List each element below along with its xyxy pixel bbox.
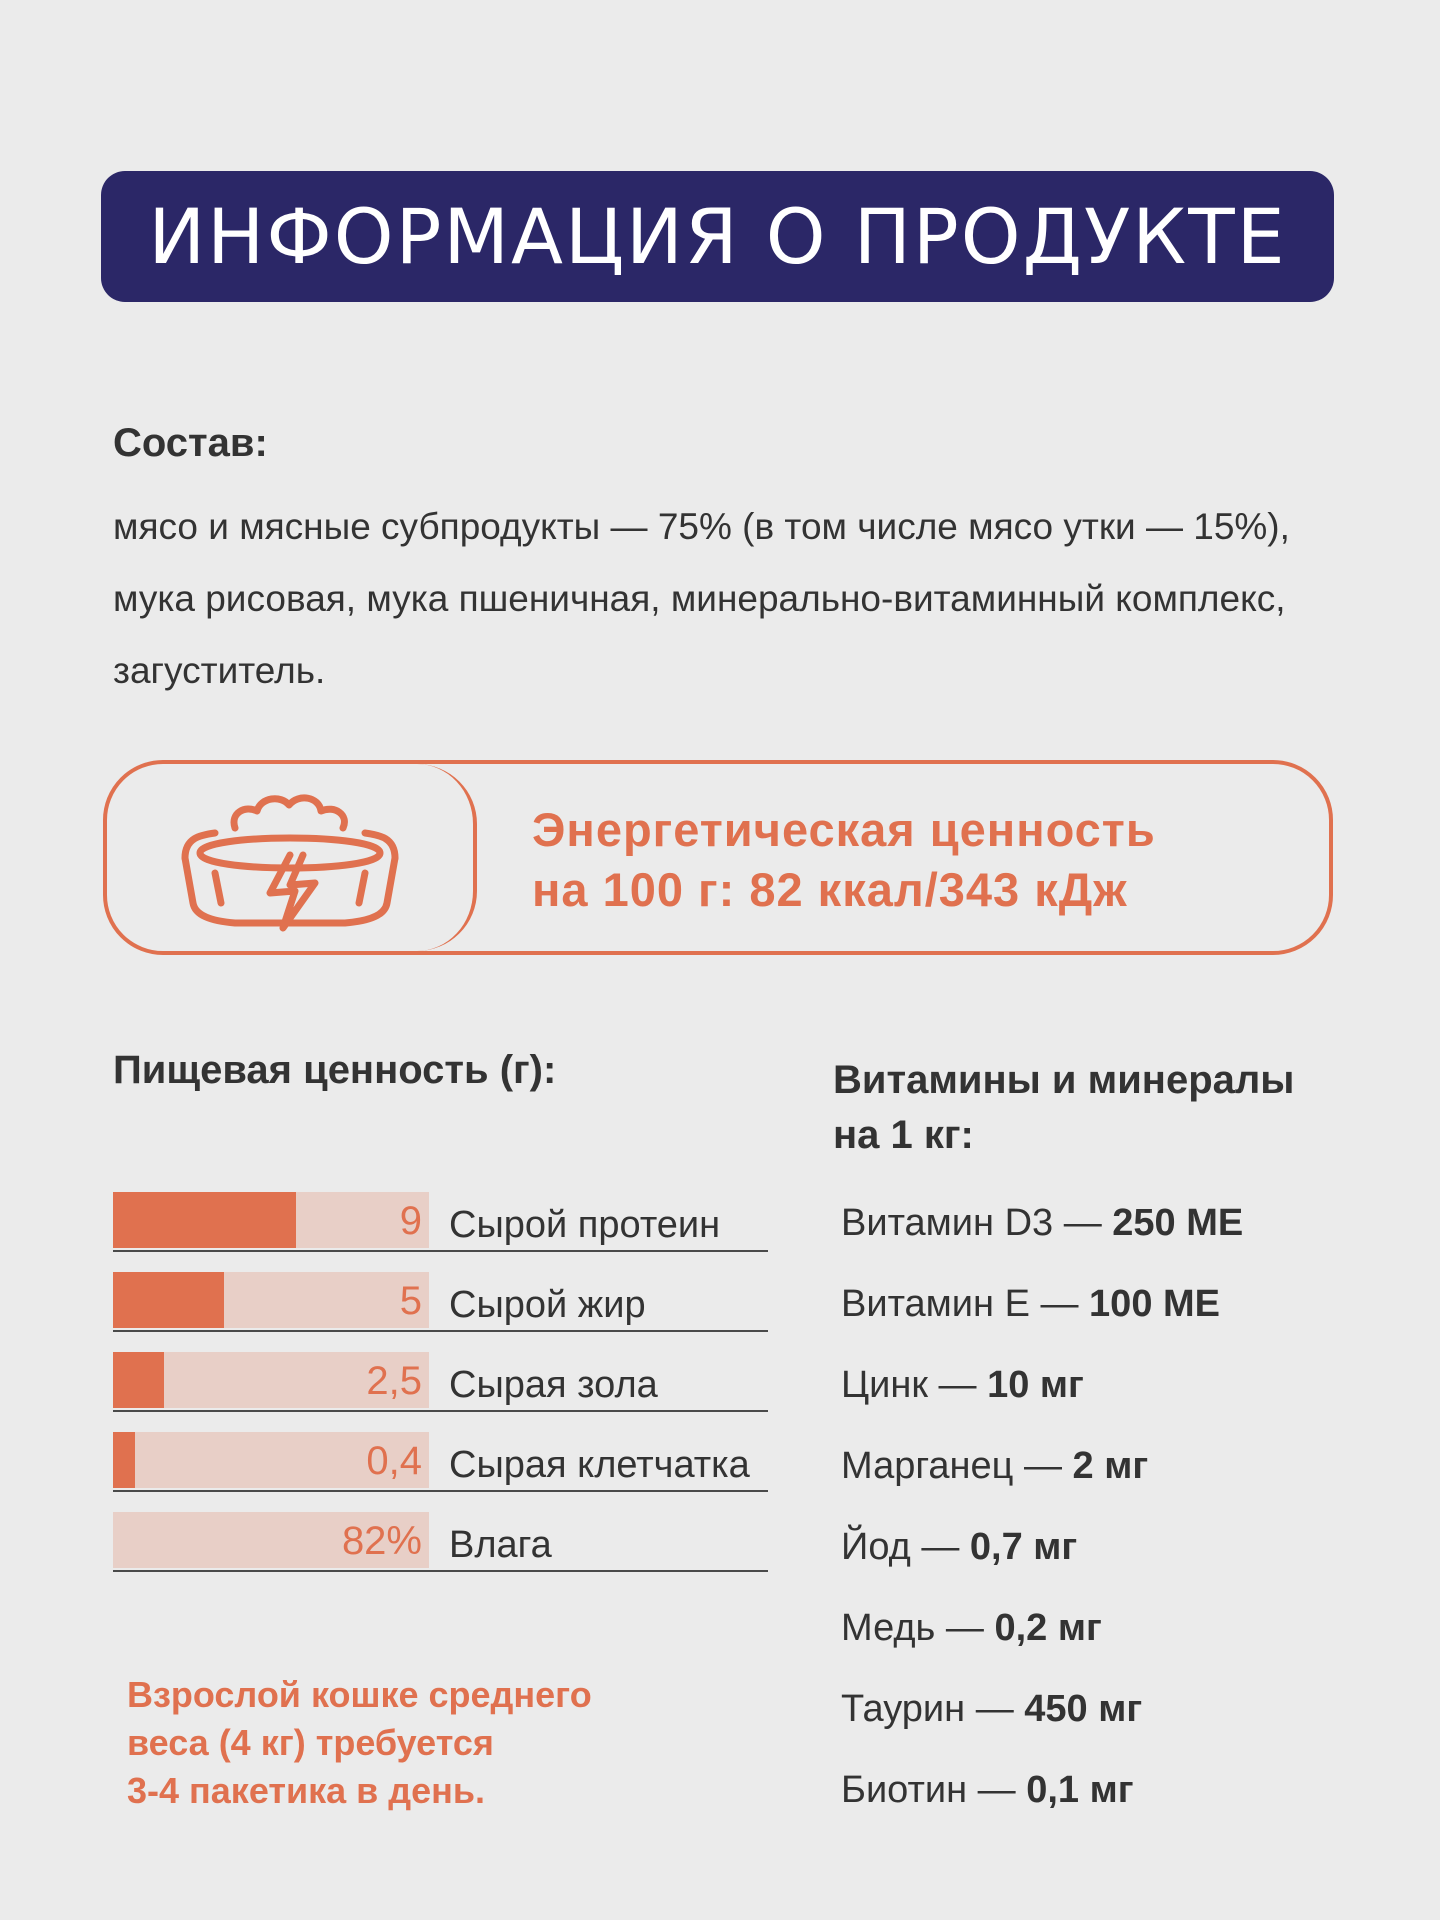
composition-text: мясо и мясные субпродукты — 75% (в том ч… xyxy=(113,506,1290,691)
nutrition-label: Влага xyxy=(449,1524,552,1566)
nutrition-value: 0,4 xyxy=(366,1439,422,1483)
page-title: ИНФОРМАЦИЯ О ПРОДУКТЕ xyxy=(148,192,1287,281)
vitamin-amount: 250 МЕ xyxy=(1112,1202,1244,1244)
vitamins-title-line-1: Витамины и минералы xyxy=(833,1058,1295,1102)
nutrition-row: 9 Сырой протеин xyxy=(113,1192,768,1252)
vitamin-amount: 100 МЕ xyxy=(1089,1283,1221,1325)
nutrition-value: 9 xyxy=(399,1199,422,1243)
nutrition-row: 82% Влага xyxy=(113,1512,768,1572)
vitamin-name: Таурин — xyxy=(841,1688,1025,1730)
energy-value-text: Энергетическая ценность на 100 г: 82 кка… xyxy=(532,800,1156,920)
vitamin-item: Йод — 0,7 мг xyxy=(841,1522,1077,1572)
vitamin-item: Биотин — 0,1 мг xyxy=(841,1765,1134,1815)
feeding-note-line-3: 3-4 пакетика в день. xyxy=(127,1770,486,1811)
nutrition-row: 0,4 Сырая клетчатка xyxy=(113,1432,768,1492)
vitamin-item: Витамин Е — 100 МЕ xyxy=(841,1279,1220,1329)
energy-icon-frame xyxy=(107,764,477,951)
vitamin-name: Йод — xyxy=(841,1526,970,1568)
vitamin-amount: 0,7 мг xyxy=(969,1526,1078,1568)
vitamin-name: Витамин Е — xyxy=(841,1283,1090,1325)
vitamin-amount: 2 мг xyxy=(1072,1445,1149,1487)
nutrition-label: Сырая клетчатка xyxy=(449,1444,750,1486)
vitamin-item: Медь — 0,2 мг xyxy=(841,1603,1102,1653)
vitamin-name: Витамин D3 — xyxy=(841,1202,1113,1244)
vitamin-name: Биотин — xyxy=(841,1769,1027,1811)
nutrition-value: 2,5 xyxy=(366,1359,422,1403)
nutrition-title: Пищевая ценность (г): xyxy=(113,1048,557,1092)
bar-track xyxy=(113,1512,429,1568)
nutrition-value: 5 xyxy=(399,1279,422,1323)
nutrition-row: 2,5 Сырая зола xyxy=(113,1352,768,1412)
vitamin-item: Витамин D3 — 250 МЕ xyxy=(841,1198,1243,1248)
vitamin-item: Марганец — 2 мг xyxy=(841,1441,1148,1491)
vitamin-name: Цинк — xyxy=(841,1364,988,1406)
feeding-note-line-1: Взрослой кошке среднего xyxy=(127,1674,592,1715)
bar-fill xyxy=(113,1352,164,1408)
nutrition-label: Сырая зола xyxy=(449,1364,658,1406)
feeding-note-line-2: веса (4 кг) требуется xyxy=(127,1722,494,1763)
nutrition-row: 5 Сырой жир xyxy=(113,1272,768,1332)
vitamin-amount: 450 мг xyxy=(1024,1688,1143,1730)
vitamin-amount: 10 мг xyxy=(987,1364,1084,1406)
vitamin-amount: 0,2 мг xyxy=(994,1607,1102,1649)
nutrition-label: Сырой протеин xyxy=(449,1204,721,1246)
nutrition-label: Сырой жир xyxy=(449,1284,646,1326)
vitamins-title: Витамины и минералы на 1 кг: xyxy=(833,1053,1353,1163)
energy-line-2: на 100 г: 82 ккал/343 кДж xyxy=(532,863,1128,916)
bar-fill xyxy=(113,1272,224,1328)
energy-box: Энергетическая ценность на 100 г: 82 кка… xyxy=(103,760,1333,955)
bar-fill xyxy=(113,1432,135,1488)
feeding-note: Взрослой кошке среднего веса (4 кг) треб… xyxy=(127,1671,592,1815)
vitamin-item: Таурин — 450 мг xyxy=(841,1684,1142,1734)
vitamin-name: Марганец — xyxy=(841,1445,1073,1487)
bar-track xyxy=(113,1432,429,1488)
vitamin-amount: 0,1 мг xyxy=(1026,1769,1134,1811)
vitamin-name: Медь — xyxy=(841,1607,995,1649)
energy-line-1: Энергетическая ценность xyxy=(532,803,1156,856)
composition-label: Состав: xyxy=(113,421,268,465)
title-banner: ИНФОРМАЦИЯ О ПРОДУКТЕ xyxy=(101,171,1334,302)
food-bowl-lightning-icon xyxy=(181,793,399,931)
bar-track xyxy=(113,1352,429,1408)
nutrition-value: 82% xyxy=(341,1519,422,1563)
vitamins-title-line-2: на 1 кг: xyxy=(833,1113,974,1157)
vitamin-item: Цинк — 10 мг xyxy=(841,1360,1084,1410)
bar-fill xyxy=(113,1192,296,1248)
